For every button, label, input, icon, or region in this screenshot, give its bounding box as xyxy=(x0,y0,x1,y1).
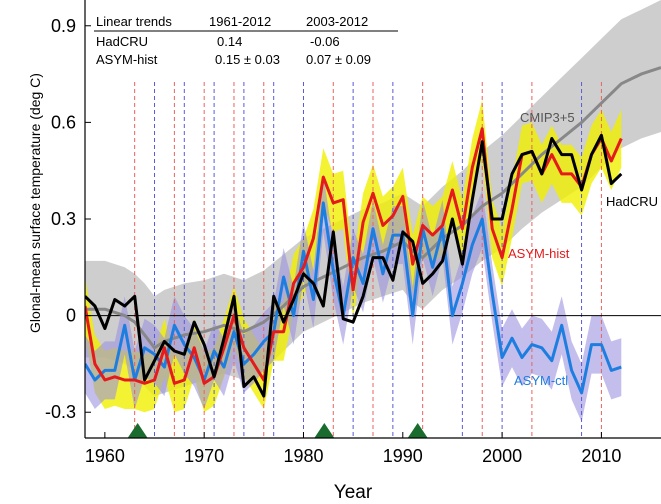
table-header-label: Linear trends xyxy=(96,14,172,29)
x-tick-label: 1980 xyxy=(283,446,323,466)
y-tick-label: 0.9 xyxy=(51,16,76,36)
table-header-period-1: 1961-2012 xyxy=(209,14,271,29)
table-row-hadcru-trend-2: -0.06 xyxy=(310,34,340,49)
x-axis-label: Year xyxy=(334,482,373,503)
table-row-asym-trend-1: 0.15 ± 0.03 xyxy=(215,52,280,67)
table-row-hadcru-trend-1: 0.14 xyxy=(217,34,242,49)
series-label-asym-hist: ASYM-hist xyxy=(508,246,570,261)
cmip-range-band xyxy=(85,0,661,397)
trend-table: Linear trends 1961-2012 2003-2012 HadCRU… xyxy=(94,14,398,67)
x-tick-label: 1990 xyxy=(383,446,423,466)
series-lines xyxy=(85,66,661,398)
x-tick-label: 2000 xyxy=(482,446,522,466)
axes: -0.3 0 0.3 0.6 0.9 1960 1970 1980 1990 2000 2010 xyxy=(45,0,661,466)
x-tick-label: 1970 xyxy=(184,446,224,466)
hadcru-line xyxy=(85,133,623,398)
eruption-marker xyxy=(314,423,335,438)
series-label-asym-ctl: ASYM-ctl xyxy=(514,373,568,388)
x-tick-label: 1960 xyxy=(85,446,125,466)
y-tick-label: -0.3 xyxy=(45,402,76,422)
table-row-hadcru-name: HadCRU xyxy=(96,34,148,49)
eruption-markers xyxy=(127,423,428,438)
y-tick-label: 0 xyxy=(66,306,76,326)
table-row-asym-trend-2: 0.07 ± 0.09 xyxy=(306,52,371,67)
series-label-hadcru: HadCRU xyxy=(606,194,658,209)
y-tick-label: 0.6 xyxy=(51,112,76,132)
series-label-cmip: CMIP3+5 xyxy=(520,110,575,125)
y-tick-label: 0.3 xyxy=(51,209,76,229)
table-header-period-2: 2003-2012 xyxy=(306,14,368,29)
table-row-asym-name: ASYM-hist xyxy=(96,52,158,67)
x-tick-label: 2010 xyxy=(581,446,621,466)
y-axis-label: Glonal-mean surface temperature (deg C) xyxy=(27,73,43,333)
eruption-marker xyxy=(127,423,148,438)
eruption-marker xyxy=(407,423,428,438)
asym-ctl-line xyxy=(85,201,622,395)
cmip-mean-line xyxy=(85,66,661,350)
